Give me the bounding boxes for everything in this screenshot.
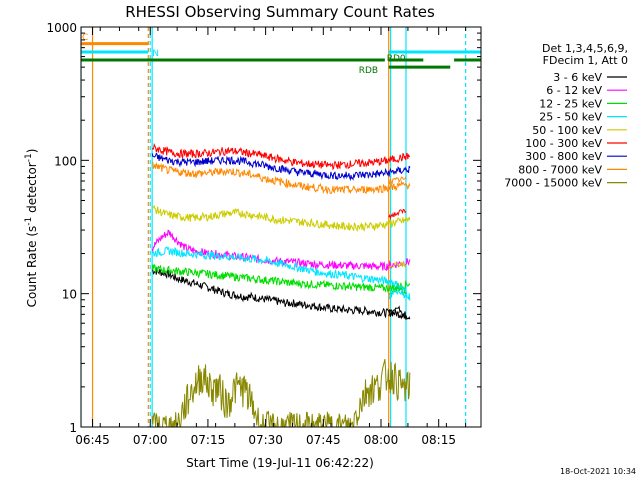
series-line bbox=[151, 358, 411, 427]
y-tick-label: 100 bbox=[54, 154, 77, 168]
legend-entry: 300 - 800 keV bbox=[525, 150, 602, 163]
series-line-post-gap bbox=[388, 260, 407, 268]
legend-header: FDecim 1, Att 0 bbox=[543, 54, 628, 67]
flag-bar-label: N bbox=[152, 49, 159, 59]
y-tick-label: 10 bbox=[62, 288, 77, 302]
y-tick-label: 1 bbox=[69, 421, 77, 435]
legend-entry: 3 - 6 keV bbox=[553, 71, 602, 84]
legend: Det 1,3,4,5,6,9,FDecim 1, Att 0 3 - 6 keV… bbox=[504, 42, 628, 190]
legend-entry: 7000 - 15000 keV bbox=[504, 177, 602, 190]
legend-entry: 800 - 7000 keV bbox=[518, 163, 602, 176]
y-axis-label: Count Rate (s-1 detector-1) bbox=[24, 149, 39, 308]
series-line bbox=[151, 204, 411, 233]
flag-bars: N RD0 RDB C bbox=[81, 33, 481, 76]
flag-bar-label: RDB bbox=[359, 66, 378, 76]
series-line-post-gap bbox=[388, 208, 407, 221]
x-tick-label: 06:45 bbox=[75, 433, 110, 447]
flag-bar-label: RD0 bbox=[387, 54, 406, 64]
chart-title: RHESSI Observing Summary Count Rates bbox=[125, 3, 435, 21]
x-tick-label: 08:00 bbox=[364, 433, 399, 447]
x-tick-label: 08:15 bbox=[421, 433, 456, 447]
x-tick-label: 07:45 bbox=[306, 433, 341, 447]
series-line bbox=[152, 246, 411, 301]
x-axis: 06:45 07:00 07:15 07:30 07:45 08:00 08:15 bbox=[75, 27, 467, 447]
series-line bbox=[151, 263, 411, 293]
legend-entry: 25 - 50 keV bbox=[539, 111, 602, 124]
x-axis-label: Start Time (19-Jul-11 06:42:22) bbox=[186, 456, 374, 470]
series-line-post-gap bbox=[388, 288, 407, 300]
x-tick-label: 07:00 bbox=[133, 433, 168, 447]
series-line bbox=[151, 268, 411, 320]
series-line bbox=[151, 229, 411, 272]
x-tick-label: 07:15 bbox=[191, 433, 226, 447]
footer-date: 18-Oct-2021 10:34 bbox=[560, 467, 636, 476]
vertical-markers bbox=[81, 27, 467, 427]
legend-entry: 6 - 12 keV bbox=[546, 84, 602, 97]
corner-left-label: C bbox=[82, 33, 88, 43]
series-line bbox=[151, 152, 411, 182]
legend-entry: 12 - 25 keV bbox=[539, 97, 602, 110]
y-tick-label: 1000 bbox=[46, 21, 77, 35]
plot-frame bbox=[80, 26, 482, 428]
y-axis: 1 10 100 1000 bbox=[46, 21, 481, 435]
series-line bbox=[152, 161, 411, 195]
series-line-post-gap bbox=[388, 305, 407, 320]
x-tick-label: 07:30 bbox=[248, 433, 283, 447]
legend-header: Det 1,3,4,5,6,9, bbox=[542, 42, 628, 55]
series-line-post-gap bbox=[388, 176, 407, 185]
legend-entry: 50 - 100 keV bbox=[532, 124, 602, 137]
series-lines bbox=[151, 142, 411, 427]
legend-entry: 100 - 300 keV bbox=[525, 137, 602, 150]
series-line bbox=[151, 142, 411, 171]
